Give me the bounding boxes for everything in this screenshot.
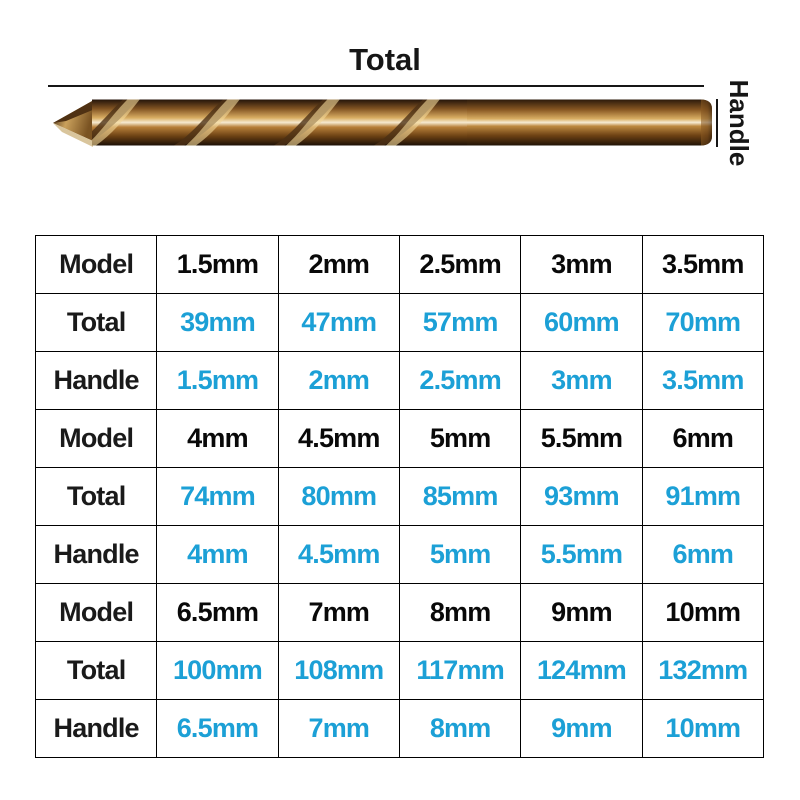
svg-text:Handle: Handle [724, 80, 754, 167]
svg-text:Total: Total [349, 42, 421, 77]
